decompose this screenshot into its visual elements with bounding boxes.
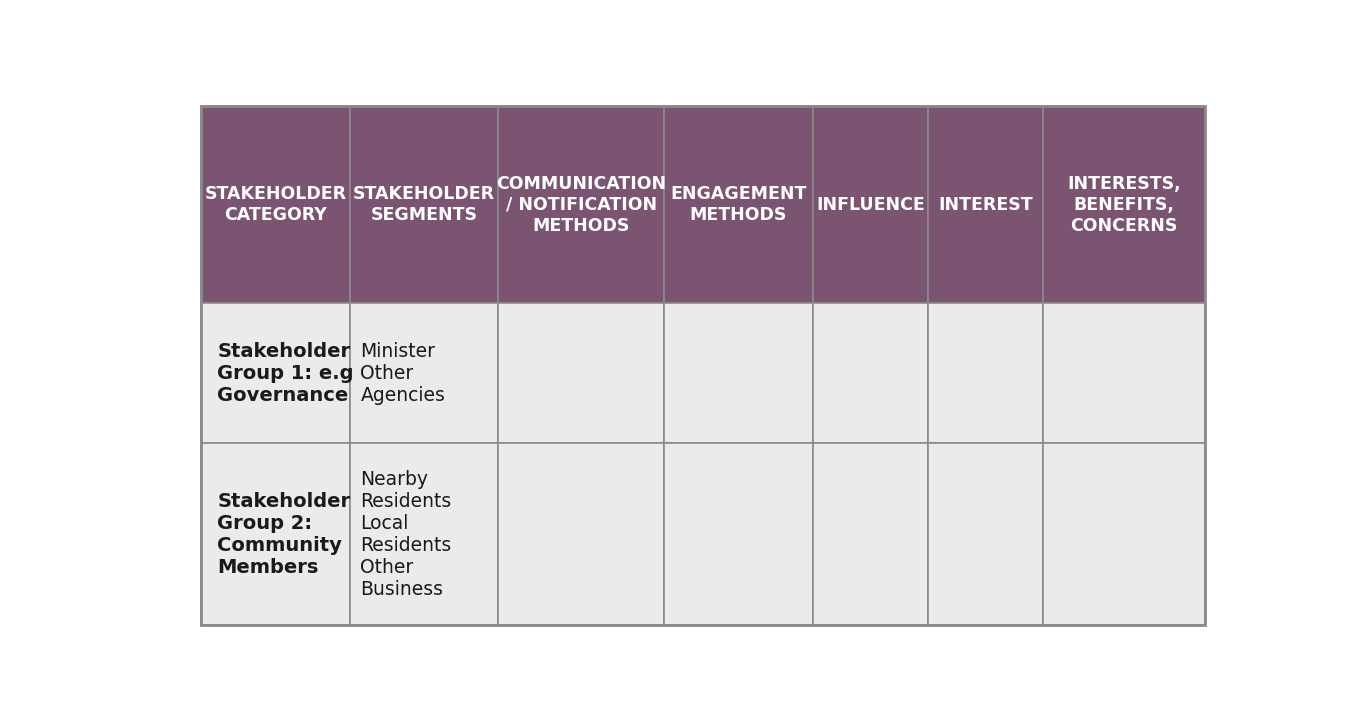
Bar [927,443,1044,625]
Bar [498,106,664,303]
Bar [202,106,350,303]
Bar [927,106,1044,303]
Bar [498,303,664,443]
Text: INTERESTS,
BENEFITS,
CONCERNS: INTERESTS, BENEFITS, CONCERNS [1067,175,1181,235]
Bar [812,303,927,443]
Bar [1044,443,1205,625]
Bar [1044,106,1205,303]
Text: Stakeholder
Group 1: e.g
Governance: Stakeholder Group 1: e.g Governance [217,342,354,405]
Text: Stakeholder
Group 2:
Community
Members: Stakeholder Group 2: Community Members [217,492,350,576]
Text: STAKEHOLDER
CATEGORY: STAKEHOLDER CATEGORY [204,185,347,224]
Bar [350,303,498,443]
Text: STAKEHOLDER
SEGMENTS: STAKEHOLDER SEGMENTS [353,185,495,224]
Bar [664,303,812,443]
Bar [498,443,664,625]
Bar [664,443,812,625]
Text: INFLUENCE: INFLUENCE [816,196,925,214]
Bar [202,443,350,625]
Bar [812,106,927,303]
Bar [350,443,498,625]
Text: ENGAGEMENT
METHODS: ENGAGEMENT METHODS [670,185,807,224]
Bar [812,443,927,625]
Bar [1044,303,1205,443]
Bar [202,303,350,443]
Text: INTEREST: INTEREST [938,196,1033,214]
Bar [350,106,498,303]
Text: COMMUNICATION
/ NOTIFICATION
METHODS: COMMUNICATION / NOTIFICATION METHODS [497,175,667,235]
Text: Nearby
Residents
Local
Residents
Other
Business: Nearby Residents Local Residents Other B… [361,470,451,599]
Bar [927,303,1044,443]
Text: Minister
Other
Agencies: Minister Other Agencies [361,342,446,405]
Bar [664,106,812,303]
